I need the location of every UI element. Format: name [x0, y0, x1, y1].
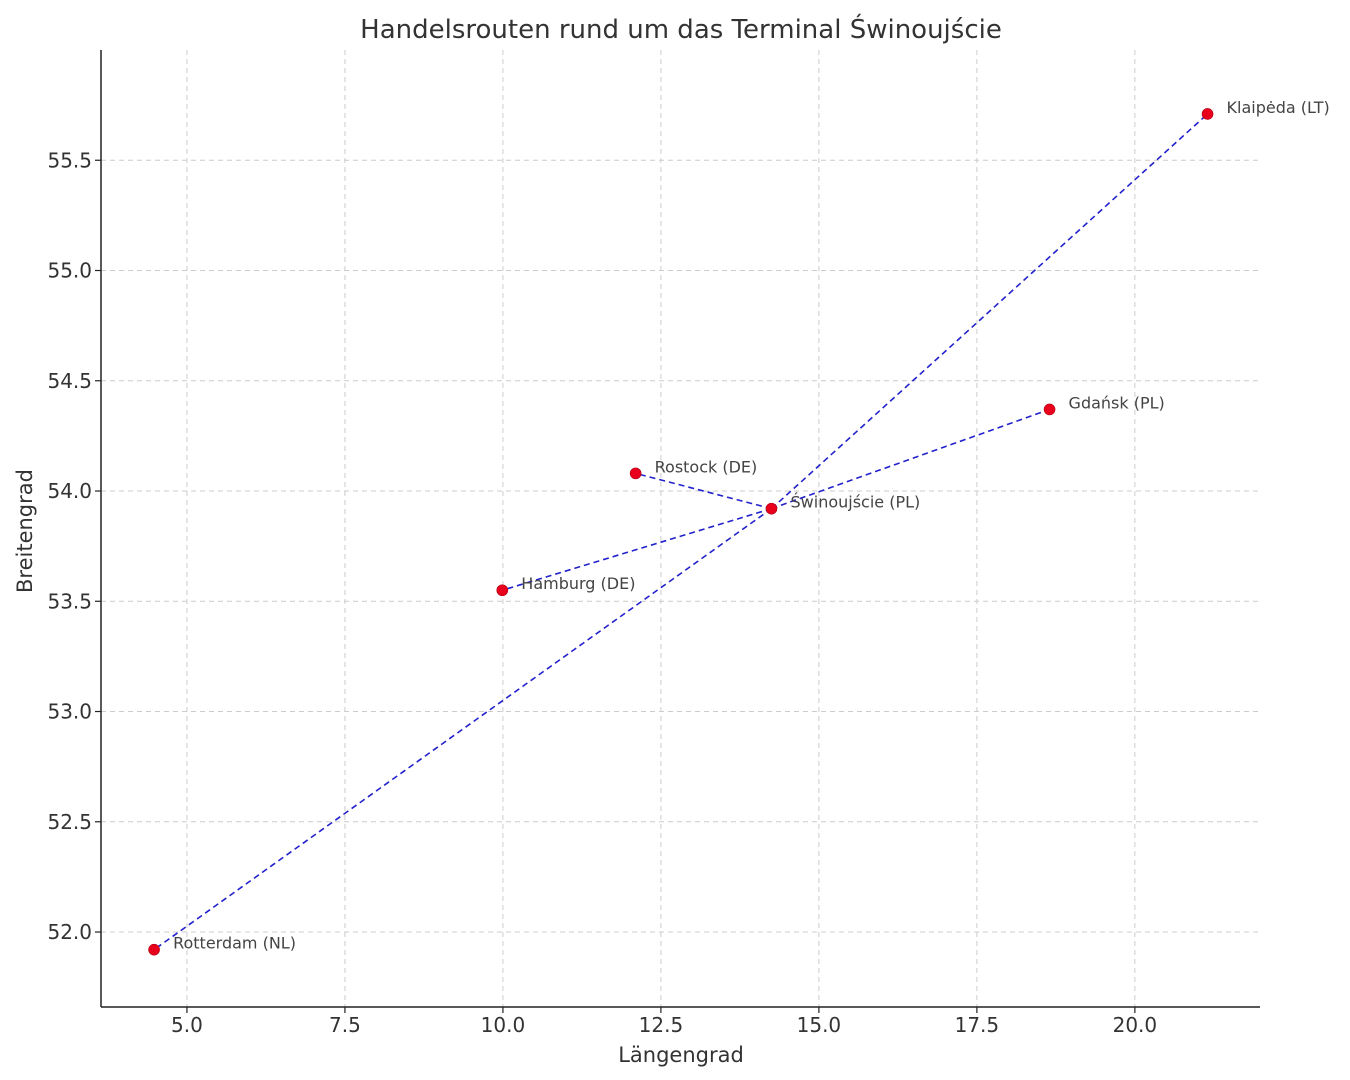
x-tick-label: 15.0 [797, 1013, 842, 1037]
port-point [1201, 108, 1214, 120]
y-axis-label: Breitengrad [13, 469, 37, 593]
x-tick-label: 20.0 [1113, 1013, 1158, 1037]
x-tick-label: 5.0 [171, 1013, 203, 1037]
port-point [765, 502, 778, 515]
tick-layer: 5.0 7.5 10.0 12.5 15.0 17.5 20.0 52.0 52.5 53.0 53… [47, 148, 1157, 1037]
x-axis-label: Längengrad [618, 1043, 744, 1067]
y-tick-label: 52.5 [47, 810, 92, 834]
x-tick-label: 10.0 [481, 1013, 526, 1037]
port-label: Rotterdam (NL) [173, 934, 296, 953]
port-label: Klaipėda (LT) [1227, 98, 1330, 117]
port-point [148, 943, 160, 956]
y-tick-label: 53.0 [47, 700, 92, 724]
route-line [635, 472, 772, 510]
x-tick-label: 7.5 [329, 1013, 361, 1037]
x-tick-label: 17.5 [955, 1013, 1000, 1037]
route-line [502, 507, 772, 592]
route-line [153, 508, 772, 951]
port-label: Świnoujście (PL) [791, 493, 921, 512]
port-point [496, 584, 509, 597]
chart-title: Handelsrouten rund um das Terminal Świno… [360, 13, 1002, 45]
route-line [770, 113, 1209, 510]
y-tick-label: 54.0 [47, 479, 92, 503]
port-point [1043, 403, 1056, 416]
port-label: Hamburg (DE) [521, 574, 635, 593]
y-tick-label: 55.0 [47, 259, 92, 283]
axes-frame [100, 50, 1260, 1008]
y-tick-label: 53.5 [47, 589, 92, 613]
y-tick-label: 52.0 [47, 920, 92, 944]
x-tick-label: 12.5 [639, 1013, 684, 1037]
point-layer: Świnoujście (PL) Rotterdam (NL) Hamburg (D… [148, 98, 1330, 956]
grid-layer [101, 50, 1260, 1007]
y-tick-label: 55.5 [47, 148, 92, 172]
y-tick-label: 54.5 [47, 369, 92, 393]
port-label: Rostock (DE) [655, 457, 758, 476]
route-layer [153, 113, 1209, 951]
port-point [629, 467, 642, 480]
port-label: Gdańsk (PL) [1069, 393, 1165, 412]
